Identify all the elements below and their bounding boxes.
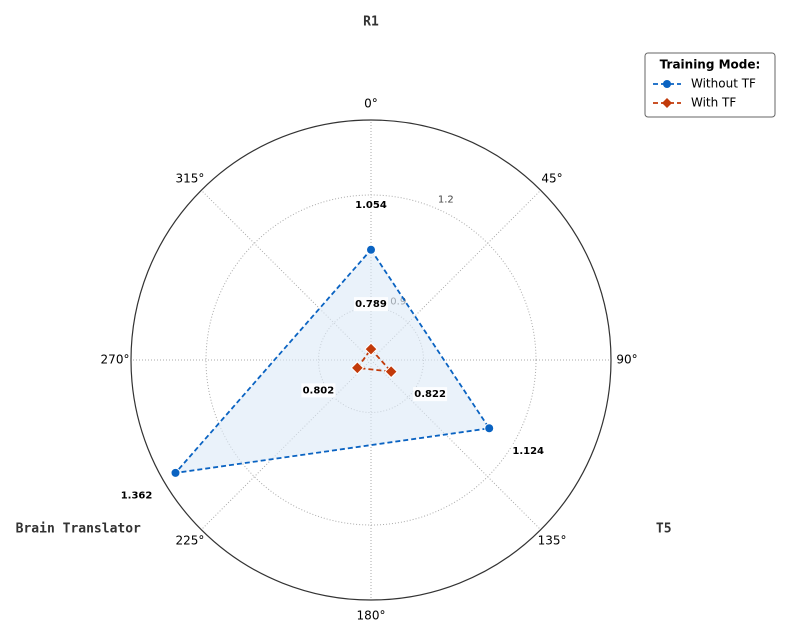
value-label-box <box>119 488 154 503</box>
series-line <box>173 248 491 475</box>
value-label: 0.822 <box>414 389 446 400</box>
radial-tick-label: 1.2 <box>438 195 454 206</box>
angle-tick-label: 225° <box>176 534 205 548</box>
legend-label: Without TF <box>691 77 756 91</box>
value-label: 0.789 <box>355 299 387 310</box>
legend-marker <box>662 98 672 108</box>
category-label: Brain Translator <box>16 522 141 537</box>
data-point <box>484 423 495 434</box>
data-point <box>384 364 398 379</box>
angle-tick-label: 270° <box>101 353 130 367</box>
value-label: 0.802 <box>303 385 335 396</box>
legend-marker <box>663 80 671 88</box>
legend-title: Training Mode: <box>660 58 761 72</box>
outer-frame <box>130 119 612 601</box>
value-label: 1.362 <box>121 490 153 501</box>
angle-tick-label: 135° <box>538 534 567 548</box>
value-label-box <box>413 387 448 402</box>
angle-tick-label: 180° <box>357 609 386 623</box>
value-label: 1.124 <box>512 446 544 457</box>
data-point <box>366 244 376 255</box>
data-point <box>364 342 378 356</box>
value-label-box <box>354 297 388 312</box>
legend-label: With TF <box>691 96 736 110</box>
category-label: T5 <box>656 522 672 537</box>
data-point <box>170 467 181 478</box>
value-label-box <box>301 383 336 398</box>
angle-tick-label: 315° <box>176 171 205 185</box>
value-label-box <box>354 197 388 212</box>
series-line <box>355 347 394 373</box>
legend-box <box>644 52 776 118</box>
angle-tick-label: 0° <box>364 97 378 111</box>
data-point <box>350 361 365 375</box>
radial-grid-ring <box>205 194 537 526</box>
category-label: R1 <box>363 15 379 30</box>
angle-tick-label: 90° <box>616 353 637 367</box>
value-label: 1.054 <box>355 200 387 211</box>
angle-tick-label: 45° <box>541 171 562 185</box>
value-label-box <box>511 443 546 458</box>
